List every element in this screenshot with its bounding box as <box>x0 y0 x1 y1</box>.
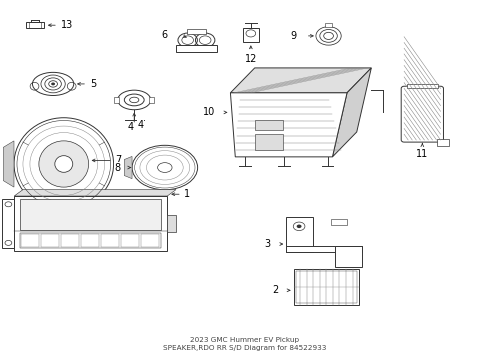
Polygon shape <box>124 157 132 179</box>
Ellipse shape <box>158 163 172 172</box>
FancyBboxPatch shape <box>2 199 14 248</box>
Text: 4: 4 <box>137 120 143 130</box>
FancyBboxPatch shape <box>286 246 362 252</box>
FancyBboxPatch shape <box>149 97 154 103</box>
FancyBboxPatch shape <box>335 246 362 267</box>
Text: 11: 11 <box>416 149 428 159</box>
FancyBboxPatch shape <box>176 45 217 51</box>
Text: 10: 10 <box>203 107 215 117</box>
Text: 5: 5 <box>90 79 96 89</box>
Text: 1: 1 <box>184 189 190 199</box>
FancyBboxPatch shape <box>81 234 99 247</box>
FancyBboxPatch shape <box>26 22 45 28</box>
Circle shape <box>51 82 55 85</box>
FancyBboxPatch shape <box>41 234 59 247</box>
Circle shape <box>296 225 301 228</box>
Text: 9: 9 <box>291 31 297 41</box>
Polygon shape <box>230 93 347 157</box>
FancyBboxPatch shape <box>255 120 283 130</box>
Text: 2: 2 <box>272 285 278 295</box>
FancyBboxPatch shape <box>141 234 159 247</box>
FancyBboxPatch shape <box>243 28 259 42</box>
Text: 4: 4 <box>127 122 133 132</box>
FancyBboxPatch shape <box>14 196 167 251</box>
FancyBboxPatch shape <box>187 29 206 34</box>
Text: 8: 8 <box>115 163 121 172</box>
Ellipse shape <box>55 156 73 172</box>
Text: 13: 13 <box>61 20 73 30</box>
FancyBboxPatch shape <box>114 97 119 103</box>
FancyBboxPatch shape <box>20 233 161 248</box>
FancyBboxPatch shape <box>437 139 449 147</box>
FancyBboxPatch shape <box>121 234 139 247</box>
FancyBboxPatch shape <box>61 234 79 247</box>
FancyBboxPatch shape <box>401 86 443 142</box>
FancyBboxPatch shape <box>101 234 119 247</box>
Text: 6: 6 <box>161 30 168 40</box>
FancyBboxPatch shape <box>407 84 438 88</box>
Ellipse shape <box>132 145 197 190</box>
Ellipse shape <box>39 141 89 187</box>
FancyBboxPatch shape <box>167 215 176 232</box>
Polygon shape <box>230 68 371 93</box>
FancyBboxPatch shape <box>325 23 332 27</box>
FancyBboxPatch shape <box>331 219 346 225</box>
Text: 2023 GMC Hummer EV Pickup
SPEAKER,RDO RR S/D Diagram for 84522933: 2023 GMC Hummer EV Pickup SPEAKER,RDO RR… <box>163 337 327 351</box>
Polygon shape <box>3 141 14 187</box>
Ellipse shape <box>14 118 114 210</box>
FancyBboxPatch shape <box>286 217 313 252</box>
FancyBboxPatch shape <box>294 269 359 305</box>
FancyBboxPatch shape <box>21 234 40 247</box>
Text: 7: 7 <box>115 156 121 166</box>
Text: 3: 3 <box>264 239 270 249</box>
FancyBboxPatch shape <box>20 199 161 230</box>
Polygon shape <box>332 68 371 157</box>
Polygon shape <box>14 190 176 196</box>
Text: 12: 12 <box>245 54 257 64</box>
FancyBboxPatch shape <box>255 134 283 150</box>
Text: 6: 6 <box>161 30 167 40</box>
